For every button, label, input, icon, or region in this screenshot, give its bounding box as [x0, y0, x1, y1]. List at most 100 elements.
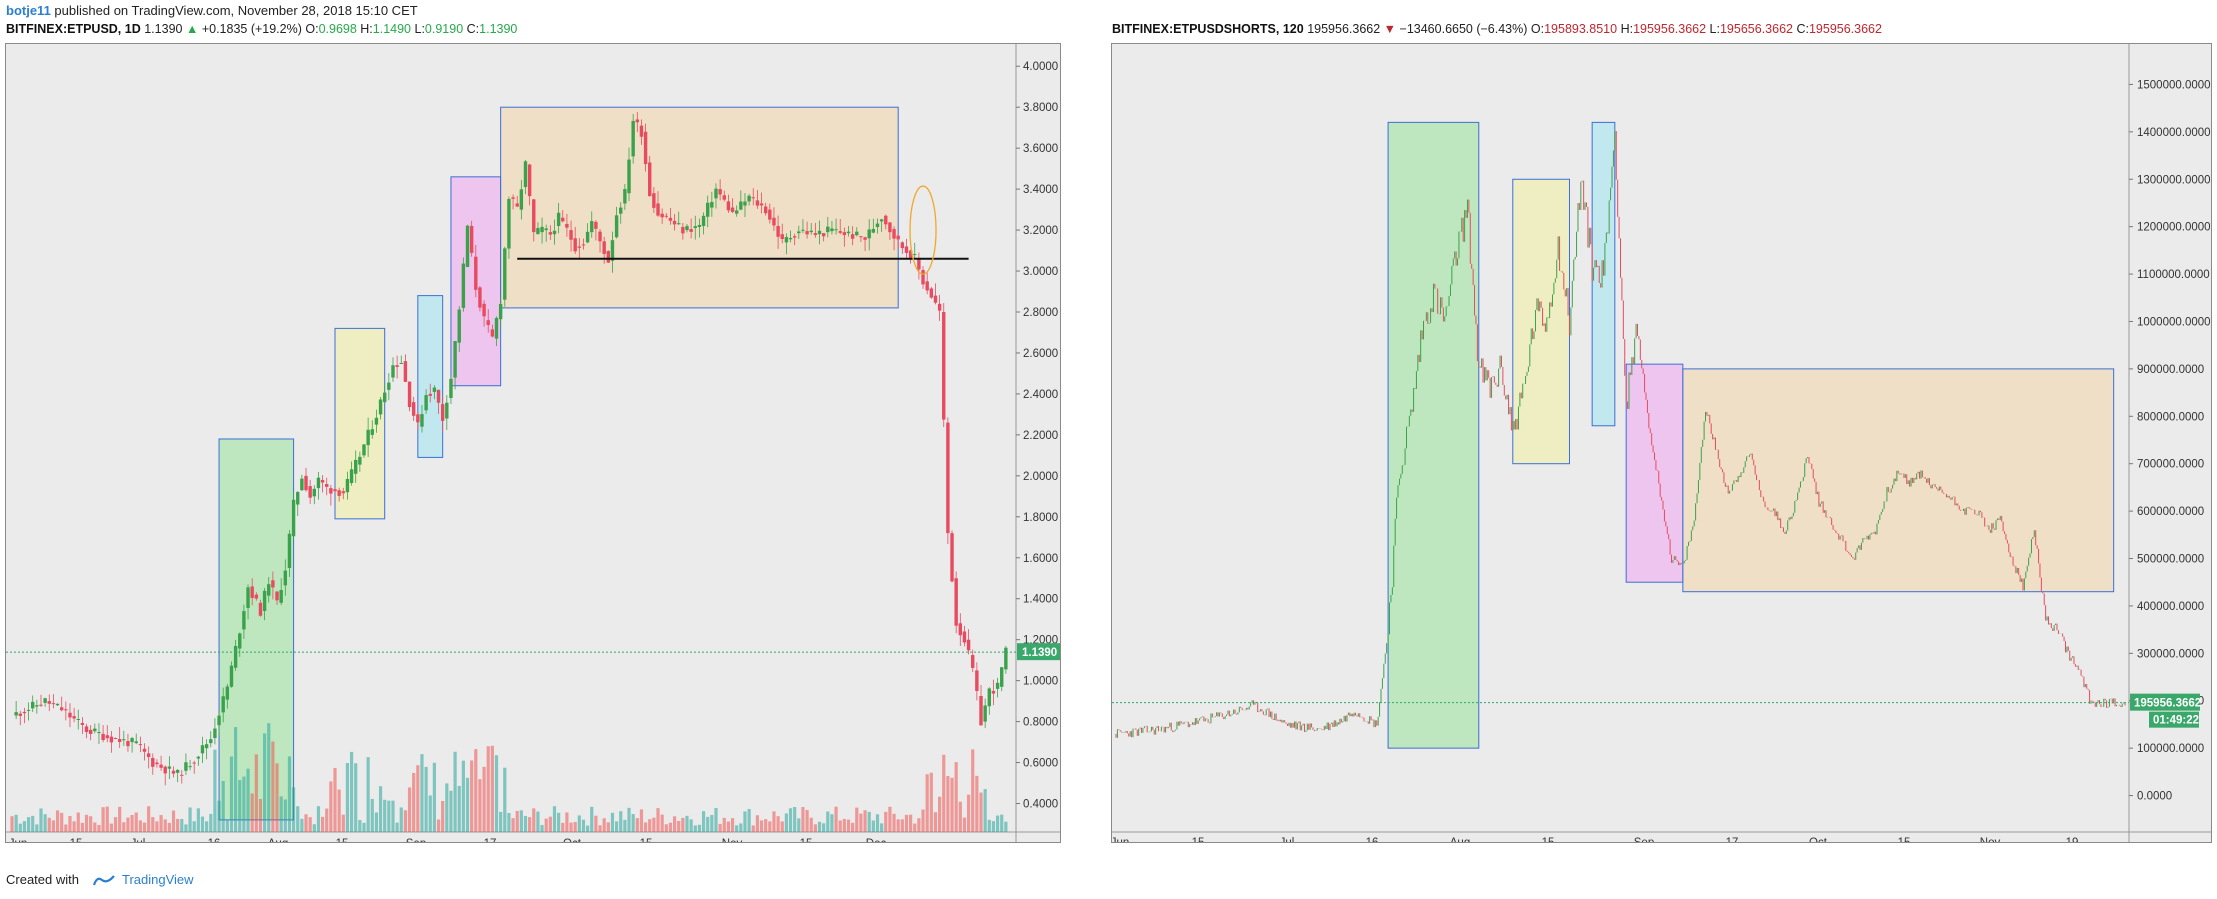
volume-bar [196, 808, 200, 832]
volume-bar [229, 756, 234, 832]
volume-bar [851, 822, 855, 832]
y-tick-label: 1300000.0000 [2137, 174, 2211, 186]
volume-bar [337, 789, 341, 832]
volume-bar [822, 823, 826, 832]
left-chart-panel[interactable]: 4.0000 3.8000 3.6000 3.4000 3.2000 3.0000 2.80… [5, 43, 1061, 843]
volume-bar [788, 808, 793, 832]
left-chart-svg[interactable]: 4.0000 3.8000 3.6000 3.4000 3.2000 3.0000 2.80… [6, 44, 1061, 843]
volume-bar [316, 806, 321, 832]
publish-info: published on TradingView.com, November 2… [54, 3, 418, 18]
volume-bar [412, 772, 416, 832]
candle-body [954, 578, 958, 626]
right-low: 195656.3662 [1719, 22, 1793, 36]
volume-bar [900, 819, 904, 832]
volume-bar [341, 814, 345, 832]
y-tick-label: 1.4000 [1023, 594, 1058, 606]
volume-bar [312, 824, 316, 832]
candle-body [639, 125, 644, 137]
volume-bar [407, 787, 412, 832]
candle-body [498, 304, 503, 320]
candle-body [776, 225, 780, 237]
y-tick-label: 900000.0000 [2137, 364, 2204, 376]
right-chart-panel[interactable]: 1500000.0000 1400000.0000 1300000.0000 1200… [1111, 43, 2212, 843]
volume-bar [780, 821, 784, 832]
volume-bar [909, 814, 913, 832]
candle-body [987, 688, 991, 707]
candle-body [797, 231, 801, 234]
volume-bar [457, 785, 461, 832]
volume-bar [577, 815, 581, 832]
volume-bar [880, 823, 884, 832]
candle-body [552, 230, 557, 235]
candle-body [565, 223, 569, 228]
tradingview-link[interactable]: TradingView [122, 872, 194, 887]
y-tick-label: 100000.0000 [2137, 743, 2204, 755]
candle-body [291, 499, 296, 537]
volume-bar [68, 816, 72, 832]
volume-bar [118, 806, 122, 832]
last-price-tag-label: 195956.3662 [2134, 698, 2201, 710]
candle-body [718, 189, 722, 195]
volume-bar [544, 818, 548, 832]
candle-body [826, 226, 830, 233]
candle-body [536, 228, 540, 235]
y-tick-label: 3.6000 [1023, 143, 1058, 155]
y-tick-label: 3.4000 [1023, 184, 1058, 196]
x-tick-label: 16 [1366, 837, 1379, 843]
candle-body [809, 230, 813, 233]
volume-bar [436, 819, 441, 832]
created-with: Created with [6, 872, 79, 887]
volume-bar [966, 794, 971, 832]
volume-bar [300, 818, 304, 832]
volume-bar [478, 779, 482, 832]
candle-body [486, 320, 490, 325]
volume-bar [387, 800, 391, 832]
x-tick-label: Aug [1450, 837, 1470, 843]
volume-bar [171, 810, 176, 832]
volume-bar [325, 808, 329, 832]
volume-bar [130, 814, 134, 832]
volume-bar [635, 818, 639, 832]
volume-bar [31, 815, 35, 832]
candle-body [602, 241, 606, 254]
candle-body [411, 402, 416, 416]
volume-bar [366, 757, 370, 832]
volume-bar [896, 819, 900, 832]
volume-bar [159, 815, 163, 832]
bar-countdown-label: 01:49:22 [2153, 715, 2199, 727]
candle-body [308, 486, 312, 498]
candle-body [556, 212, 561, 226]
candle-body [850, 234, 855, 239]
candle-body [813, 233, 818, 236]
candle-body [101, 733, 105, 741]
volume-bar [660, 814, 664, 832]
candle-body [296, 492, 300, 505]
y-tick-label: 0.4000 [1023, 799, 1058, 811]
candle-body [710, 201, 714, 208]
volume-bar [697, 824, 702, 832]
right-chart-svg[interactable]: 1500000.0000 1400000.0000 1300000.0000 1200… [1112, 44, 2212, 843]
candle-body [482, 303, 486, 317]
candle-body [1004, 647, 1008, 670]
volume-bar [486, 746, 490, 832]
candle-body [656, 203, 660, 216]
candle-body [966, 639, 971, 651]
volume-bar [971, 749, 975, 832]
y-tick-label: 700000.0000 [2137, 459, 2204, 471]
left-symbol[interactable]: BITFINEX:ETPUSD, 1D [6, 22, 141, 36]
right-symbol[interactable]: BITFINEX:ETPUSDSHORTS, 120 [1112, 22, 1304, 36]
volume-bar [950, 777, 954, 832]
candle-body [122, 739, 126, 741]
volume-bar [929, 772, 933, 832]
author-name[interactable]: botje11 [6, 3, 51, 18]
volume-bar [863, 810, 867, 832]
candle-body [465, 225, 470, 267]
candle-body [763, 206, 768, 214]
volume-bar [548, 816, 552, 832]
left-close: 1.1390 [479, 22, 518, 36]
candle-body [403, 361, 408, 382]
volume-bar [610, 812, 615, 832]
volume-bar [677, 820, 681, 832]
candle-body [623, 189, 627, 204]
candle-body [730, 207, 735, 212]
